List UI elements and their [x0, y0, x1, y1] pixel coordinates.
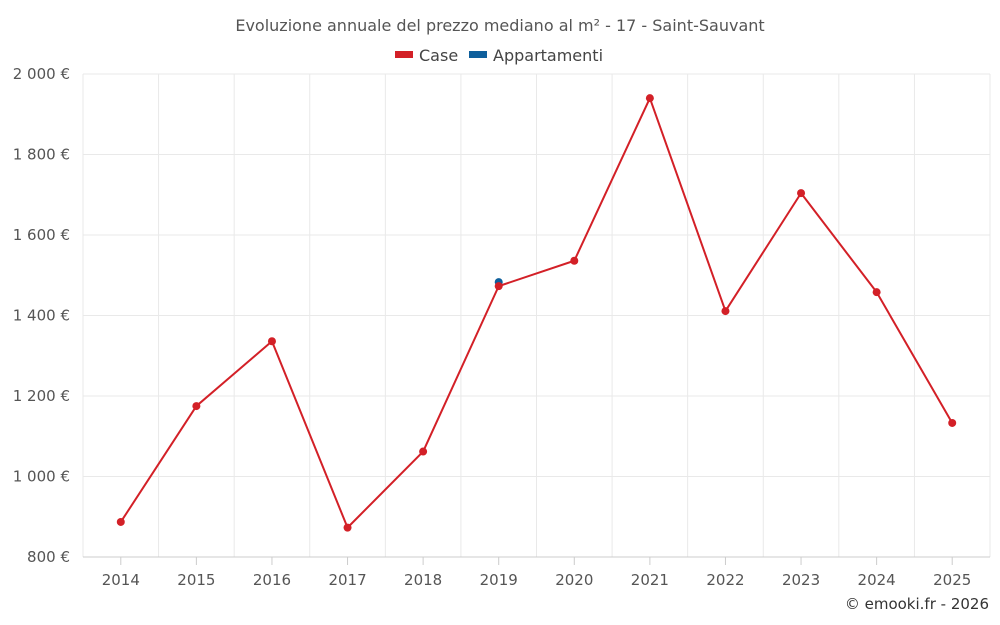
x-tick-label: 2015: [177, 571, 215, 589]
data-point-case[interactable]: [116, 517, 125, 526]
data-point-case[interactable]: [343, 523, 352, 532]
x-tick-label: 2016: [253, 571, 291, 589]
data-point-case[interactable]: [419, 447, 428, 456]
x-tick-label: 2025: [933, 571, 971, 589]
credit-text: © emooki.fr - 2026: [845, 595, 989, 613]
y-tick-label: 800 €: [27, 548, 70, 566]
data-point-case[interactable]: [797, 189, 806, 198]
y-tick-label: 1 200 €: [13, 387, 70, 405]
chart-title: Evoluzione annuale del prezzo mediano al…: [235, 16, 764, 35]
y-tick-label: 2 000 €: [13, 65, 70, 83]
x-tick-label: 2023: [782, 571, 820, 589]
grid: [82, 73, 991, 557]
series-line-case: [119, 97, 954, 529]
data-point-case[interactable]: [267, 337, 276, 346]
x-tick-label: 2024: [858, 571, 896, 589]
data-point-case[interactable]: [721, 307, 730, 316]
data-point-case[interactable]: [570, 256, 579, 265]
x-tick-label: 2018: [404, 571, 442, 589]
legend-swatch-case: [395, 51, 413, 58]
y-tick-label: 1 000 €: [13, 468, 70, 486]
x-tick-label: 2021: [631, 571, 669, 589]
data-point-case[interactable]: [192, 402, 201, 411]
legend-label-case: Case: [419, 46, 458, 65]
data-point-case[interactable]: [494, 282, 503, 291]
y-tick-label: 1 800 €: [13, 146, 70, 164]
y-axis: 800 € 1 000 € 1 200 € 1 400 € 1 600 € 1 800 €…: [13, 65, 70, 566]
x-tick-label: 2022: [706, 571, 744, 589]
legend-swatch-appartamenti: [469, 51, 487, 58]
x-tick-label: 2017: [328, 571, 366, 589]
x-tick-label: 2014: [102, 571, 140, 589]
data-point-case[interactable]: [948, 418, 957, 427]
data-point-case[interactable]: [645, 94, 654, 103]
x-tick-label: 2019: [480, 571, 518, 589]
series: [116, 94, 957, 532]
legend: Case Appartamenti: [395, 46, 603, 65]
y-tick-label: 1 600 €: [13, 226, 70, 244]
legend-label-appartamenti: Appartamenti: [493, 46, 603, 65]
x-axis: 2014 2015 2016 2017 2018 2019 2020 2021 2022 2023…: [83, 556, 990, 589]
y-tick-label: 1 400 €: [13, 307, 70, 325]
legend-item-appartamenti[interactable]: Appartamenti: [469, 46, 603, 65]
x-tick-label: 2020: [555, 571, 593, 589]
legend-item-case[interactable]: Case: [395, 46, 458, 65]
data-point-case[interactable]: [872, 288, 881, 297]
